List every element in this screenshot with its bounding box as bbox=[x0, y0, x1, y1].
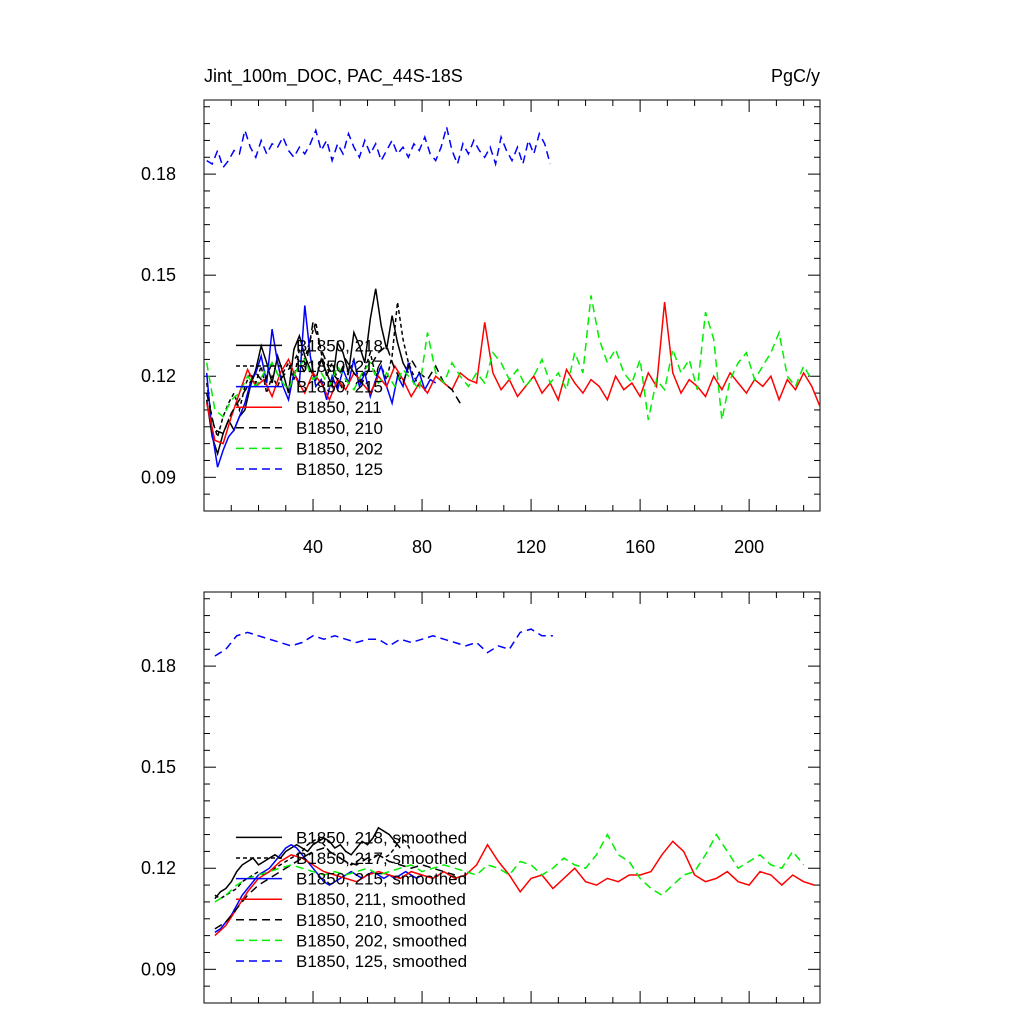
legend-label: B1850, 215 bbox=[296, 378, 383, 397]
legend-label: B1850, 211, smoothed bbox=[296, 890, 466, 909]
series-line bbox=[214, 836, 412, 900]
legend-label: B1850, 218 bbox=[296, 336, 383, 355]
series-line bbox=[214, 826, 401, 900]
legend-label: B1850, 217, smoothed bbox=[296, 849, 467, 868]
series-line bbox=[214, 840, 815, 937]
legend-label: B1850, 210 bbox=[296, 419, 383, 438]
legend-label: B1850, 202, smoothed bbox=[296, 931, 467, 950]
y-tick-label: 0.12 bbox=[141, 366, 176, 386]
legend-label: B1850, 211 bbox=[296, 398, 382, 417]
plot-frame bbox=[203, 99, 821, 512]
series-line bbox=[205, 295, 813, 421]
series-line bbox=[214, 833, 805, 903]
y-tick-label: 0.18 bbox=[141, 656, 176, 676]
y-tick-label: 0.18 bbox=[141, 164, 176, 184]
legend-label: B1850, 210, smoothed bbox=[296, 911, 467, 930]
legend-label: B1850, 218, smoothed bbox=[296, 828, 467, 847]
series-line bbox=[214, 628, 553, 657]
legend-label: B1850, 125, smoothed bbox=[296, 952, 467, 971]
y-tick-label: 0.09 bbox=[141, 467, 176, 487]
legend: B1850, 218, smoothed B1850, 217, smoothed… bbox=[236, 828, 467, 971]
series-line bbox=[214, 847, 456, 930]
x-tick-label: 80 bbox=[412, 537, 432, 557]
y-tick-label: 0.12 bbox=[141, 858, 176, 878]
series-line bbox=[205, 302, 820, 445]
series-line bbox=[205, 301, 420, 440]
x-tick-label: 200 bbox=[734, 537, 764, 557]
chart-units: PgC/y bbox=[771, 66, 820, 86]
legend-label: B1850, 125 bbox=[296, 460, 383, 479]
plot-frame bbox=[203, 591, 821, 1004]
series-line bbox=[214, 843, 423, 933]
x-tick-label: 160 bbox=[625, 537, 655, 557]
y-tick-label: 0.15 bbox=[141, 757, 176, 777]
x-tick-label: 120 bbox=[516, 537, 546, 557]
legend-label: B1850, 217 bbox=[296, 357, 383, 376]
legend-label: B1850, 215, smoothed bbox=[296, 870, 467, 889]
chart-title: Jint_100m_DOC, PAC_44S-18S bbox=[204, 66, 463, 87]
x-tick-label: 40 bbox=[303, 537, 323, 557]
y-tick-label: 0.15 bbox=[141, 265, 176, 285]
legend-label: B1850, 202 bbox=[296, 439, 383, 458]
series-group bbox=[205, 126, 820, 468]
series-line bbox=[206, 126, 551, 169]
y-tick-label: 0.09 bbox=[141, 959, 176, 979]
series-line bbox=[205, 305, 437, 468]
series-group bbox=[214, 628, 815, 937]
